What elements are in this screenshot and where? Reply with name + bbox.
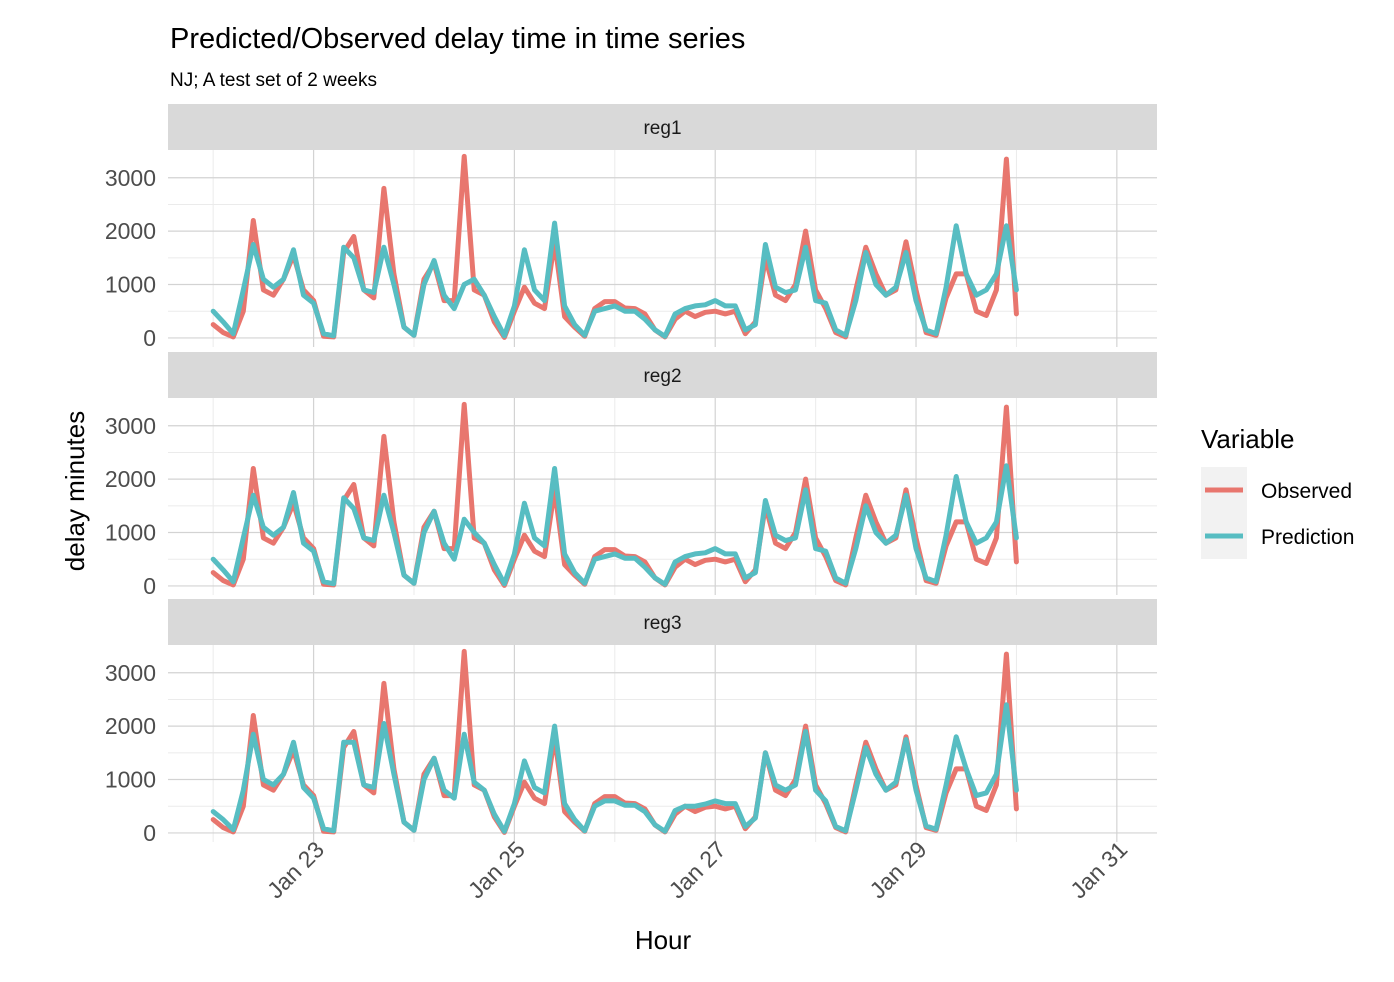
chart-title: Predicted/Observed delay time in time se… bbox=[170, 23, 745, 55]
facet-strip bbox=[168, 599, 1157, 645]
facet-strip-label: reg2 bbox=[643, 366, 681, 387]
y-tick-label: 0 bbox=[143, 325, 156, 351]
y-tick-label: 2000 bbox=[105, 218, 156, 244]
x-axis: Jan 23 Jan 25 Jan 27 Jan 29 Jan 31 bbox=[262, 836, 1132, 903]
y-tick-label: 2000 bbox=[105, 713, 156, 739]
x-tick-label: Jan 31 bbox=[1065, 836, 1132, 903]
x-tick-label: Jan 23 bbox=[262, 836, 329, 903]
legend-label: Observed bbox=[1261, 480, 1352, 503]
legend-key-prediction bbox=[1201, 513, 1247, 559]
legend-label: Prediction bbox=[1261, 526, 1354, 549]
y-tick-label: 0 bbox=[143, 820, 156, 846]
chart-subtitle: NJ; A test set of 2 weeks bbox=[170, 70, 377, 91]
facet-strip bbox=[168, 352, 1157, 398]
legend: Variable Observed Prediction bbox=[1201, 424, 1354, 559]
legend-title: Variable bbox=[1201, 424, 1294, 454]
y-tick-label: 1000 bbox=[105, 767, 156, 793]
facet-strip bbox=[168, 104, 1157, 150]
y-tick-label: 2000 bbox=[105, 466, 156, 492]
y-tick-label: 1000 bbox=[105, 520, 156, 546]
facet-strip-label: reg1 bbox=[643, 118, 681, 139]
y-tick-label: 1000 bbox=[105, 272, 156, 298]
series-line-prediction bbox=[210, 702, 1019, 834]
y-tick-label: 3000 bbox=[105, 413, 156, 439]
y-tick-label: 3000 bbox=[105, 660, 156, 686]
legend-key-observed bbox=[1201, 467, 1247, 513]
panel-reg1: reg1 0 1000 2000 3000 bbox=[105, 104, 1157, 351]
y-tick-label: 0 bbox=[143, 573, 156, 599]
facet-panels: reg1 0 1000 2000 3000 reg2 0 1000 2000 3000 reg3 0 1… bbox=[105, 104, 1157, 846]
x-tick-label: Jan 27 bbox=[664, 836, 731, 903]
series-line-prediction bbox=[210, 220, 1019, 339]
y-tick-label: 3000 bbox=[105, 165, 156, 191]
x-tick-label: Jan 29 bbox=[864, 836, 931, 903]
panel-reg2: reg2 0 1000 2000 3000 bbox=[105, 352, 1157, 599]
y-axis-title: delay minutes bbox=[60, 411, 90, 571]
x-tick-label: Jan 25 bbox=[463, 836, 530, 903]
facet-strip-label: reg3 bbox=[643, 613, 681, 634]
panel-reg3: reg3 0 1000 2000 3000 bbox=[105, 599, 1157, 846]
x-axis-title: Hour bbox=[635, 925, 692, 955]
series-line-prediction bbox=[210, 463, 1019, 587]
